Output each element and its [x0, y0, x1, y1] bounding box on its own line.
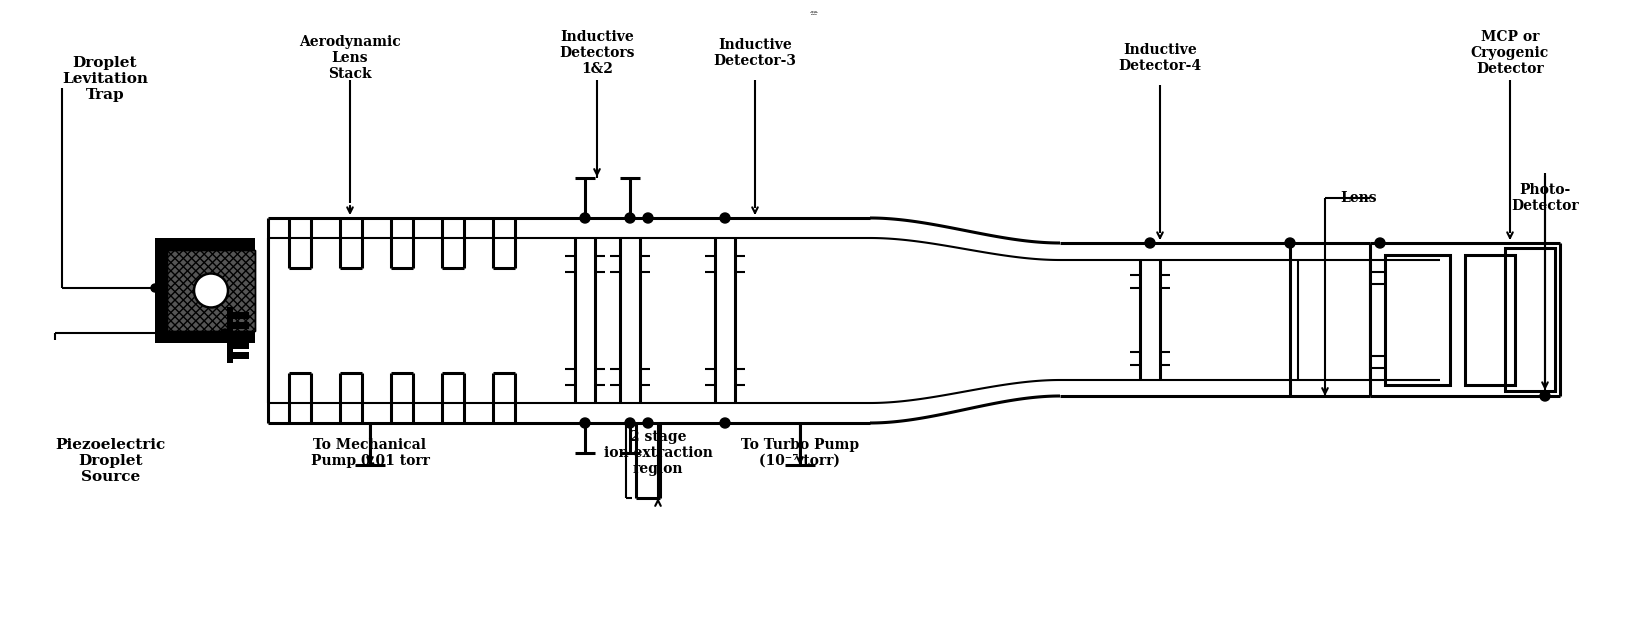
Bar	[168, 250, 256, 331]
Text: Aerodynamic
Lens
Stack: Aerodynamic Lens Stack	[300, 35, 401, 81]
Text: To Mechanical
Pump 0.01 torr: To Mechanical Pump 0.01 torr	[311, 438, 430, 468]
Bar	[226, 307, 233, 363]
Circle shape	[194, 274, 228, 308]
Bar	[233, 342, 249, 349]
Text: Inductive
Detector-3: Inductive Detector-3	[714, 38, 797, 68]
Circle shape	[580, 213, 590, 223]
Bar	[1505, 248, 1556, 391]
Text: MCP or
Cryogenic
Detector: MCP or Cryogenic Detector	[1471, 30, 1549, 76]
Circle shape	[1285, 238, 1295, 248]
Bar	[233, 332, 249, 339]
Circle shape	[580, 418, 590, 428]
Text: Lens: Lens	[1341, 191, 1377, 205]
Text: MCP or
Cryogenic
Detector: MCP or Cryogenic Detector	[810, 11, 818, 15]
Bar	[155, 331, 256, 343]
Text: To Turbo Pump
(10⁻⁷ torr): To Turbo Pump (10⁻⁷ torr)	[741, 438, 858, 468]
Text: Photo-
Detector: Photo- Detector	[1512, 183, 1579, 213]
Bar	[1464, 255, 1515, 385]
Circle shape	[643, 213, 653, 223]
Circle shape	[626, 213, 635, 223]
Circle shape	[222, 329, 230, 337]
Circle shape	[643, 418, 653, 428]
Circle shape	[1539, 391, 1551, 401]
Circle shape	[720, 418, 730, 428]
Text: Droplet
Levitation
Trap: Droplet Levitation Trap	[62, 56, 148, 102]
Bar	[155, 238, 168, 343]
Circle shape	[1375, 238, 1385, 248]
Bar	[233, 352, 249, 359]
Text: 2 stage
ion extraction
region: 2 stage ion extraction region	[604, 430, 712, 476]
Bar	[233, 322, 249, 329]
Circle shape	[720, 213, 730, 223]
Bar	[168, 250, 256, 331]
Text: Inductive
Detector-4: Inductive Detector-4	[1119, 43, 1202, 73]
Text: Inductive
Detectors
1&2: Inductive Detectors 1&2	[559, 30, 635, 76]
Circle shape	[151, 284, 160, 292]
Bar	[233, 312, 249, 319]
Circle shape	[626, 418, 635, 428]
Bar	[1385, 255, 1450, 385]
Text: Piezoelectric
Droplet
Source: Piezoelectric Droplet Source	[55, 438, 165, 484]
Circle shape	[1145, 238, 1155, 248]
Bar	[155, 238, 256, 250]
